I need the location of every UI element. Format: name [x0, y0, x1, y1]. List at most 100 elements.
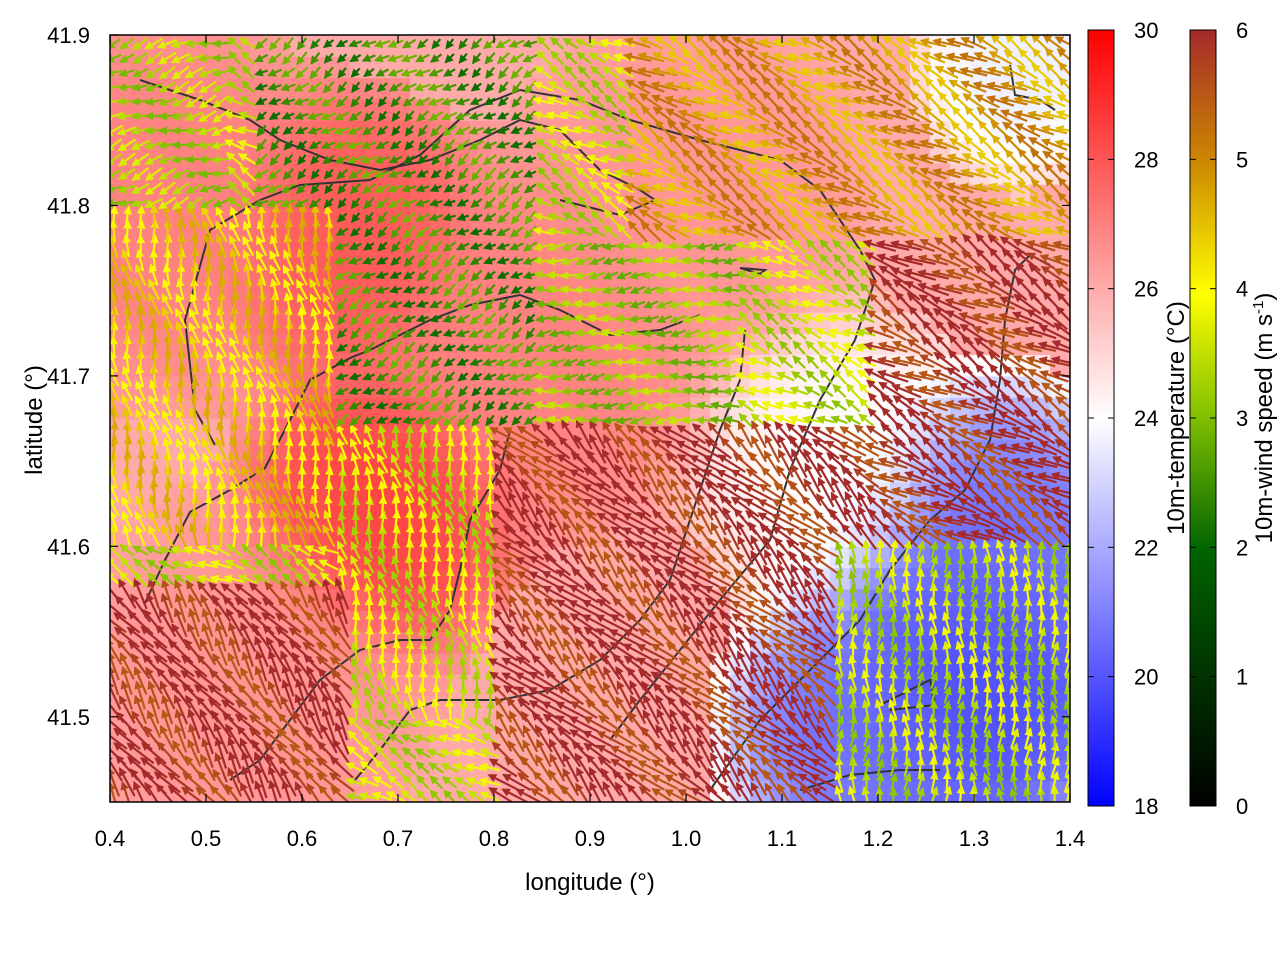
temperature-cell: [370, 503, 391, 526]
temperature-cell: [570, 354, 591, 377]
temperature-cell: [410, 439, 431, 462]
wind-arrow: [681, 242, 700, 251]
temperature-cell: [670, 397, 691, 420]
temperature-cell: [390, 759, 411, 782]
temperature-cell: [470, 759, 491, 782]
temperature-cell: [330, 375, 351, 398]
wind-arrow: [149, 319, 159, 346]
temperature-cell: [190, 759, 211, 782]
temperature-cell: [370, 205, 391, 228]
temperature-cell: [350, 482, 371, 505]
temperature-cell: [510, 162, 531, 185]
wind-arrow: [641, 328, 660, 338]
temperature-cell: [590, 269, 611, 292]
temperature-cell: [570, 333, 591, 356]
temperature-cell: [590, 333, 611, 356]
temperature-cell: [270, 35, 291, 57]
temperature-cell: [930, 312, 951, 334]
temperature-cell: [590, 354, 611, 377]
temperature-cell: [650, 397, 671, 420]
temperature-cell: [690, 354, 711, 377]
temperature-cell: [650, 333, 671, 356]
temperature-cell: [690, 397, 711, 420]
temperature-cell: [470, 439, 491, 462]
temperature-cell: [770, 205, 791, 228]
temperature-cell: [370, 610, 391, 633]
temperature-cell: [450, 333, 471, 356]
wind-arrow: [929, 755, 938, 779]
temperature-cell: [1050, 35, 1070, 57]
temperature-cell: [390, 397, 411, 420]
temperature-cell: [470, 695, 491, 718]
temperature-cell: [850, 269, 871, 292]
temperature-cell: [390, 610, 411, 633]
temperature-cell: [290, 248, 311, 270]
temperature-cell: [410, 546, 431, 569]
temperature-cell: [730, 290, 751, 313]
temperature-cell: [430, 546, 451, 569]
temperature-cell: [430, 716, 451, 739]
temperature-cell: [690, 248, 711, 270]
temperature-cell: [890, 312, 911, 334]
wind-arrow: [848, 699, 858, 719]
wind-arrow: [230, 261, 240, 288]
temperature-cell: [930, 333, 951, 356]
wind-arrow: [270, 408, 280, 431]
temperature-cell: [430, 738, 451, 760]
temperature-cell: [850, 375, 871, 398]
temperature-cell: [430, 695, 451, 718]
temperature-cell: [550, 333, 571, 356]
temperature-cell: [290, 525, 311, 547]
temperature-cell: [370, 226, 391, 249]
temperature-cell: [450, 248, 471, 270]
temperature-cell: [410, 610, 431, 633]
temperature-cell: [570, 162, 591, 185]
temperature-cell: [770, 56, 791, 79]
temperature-cell: [490, 162, 511, 185]
temperature-cell: [310, 77, 331, 100]
wind-arrow: [324, 335, 334, 359]
temperature-cell: [410, 226, 431, 249]
temperature-cell: [470, 184, 491, 206]
temperature-cell: [430, 780, 451, 802]
wind-arrow: [848, 756, 858, 778]
temperature-cell: [410, 120, 431, 143]
temperature-cell: [210, 461, 231, 483]
wind-arrow: [431, 523, 441, 547]
temperature-cell: [650, 375, 671, 398]
wind-arrow: [722, 386, 741, 396]
temperature-cell: [610, 312, 631, 334]
temperature-cell: [490, 375, 511, 398]
temperature-cell: [590, 35, 611, 57]
temperature-cell: [330, 461, 351, 483]
temperature-cell: [550, 375, 571, 398]
wind-arrow: [211, 39, 230, 48]
wind-arrow: [110, 290, 119, 317]
temperature-cell: [410, 631, 431, 654]
temperature-cell: [350, 546, 371, 569]
temperature-cell: [430, 333, 451, 356]
temperature-cell: [470, 567, 491, 590]
temperature-cell: [410, 503, 431, 526]
wind-arrow: [929, 699, 939, 719]
wind-arrow: [405, 424, 415, 444]
temperature-cell: [550, 312, 571, 334]
wind-arrow: [230, 378, 240, 403]
temperature-cell: [210, 35, 231, 57]
wind-arrow: [431, 641, 441, 662]
temperature-cell: [350, 588, 371, 611]
wind-arrow: [695, 256, 714, 266]
wind-arrow: [722, 270, 740, 280]
temperature-cell: [570, 290, 591, 313]
temperature-cell: [230, 35, 251, 57]
temperature-cell: [470, 333, 491, 356]
temperature-cell: [490, 354, 511, 377]
wind-arrow: [587, 415, 606, 425]
wind-arrow: [472, 436, 481, 460]
temperature-cell: [150, 780, 171, 802]
wind-arrow: [861, 771, 871, 792]
temperature-cell: [670, 354, 691, 377]
wind-arrow: [862, 713, 871, 734]
temperature-cell: [550, 162, 571, 185]
temperature-cell: [350, 184, 371, 206]
